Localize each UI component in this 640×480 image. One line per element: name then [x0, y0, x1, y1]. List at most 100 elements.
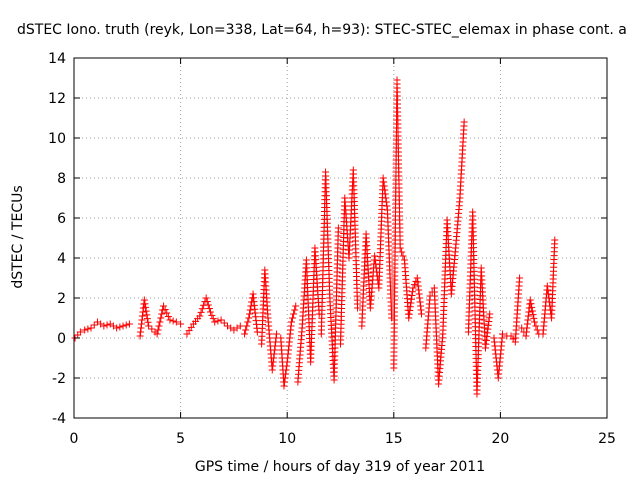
data-point-trace [158, 310, 166, 318]
data-point-trace [281, 374, 289, 382]
data-point [87, 324, 95, 332]
data-point-trace [198, 305, 206, 313]
y-tick-label: 2 [57, 291, 66, 307]
data-point-trace [298, 328, 306, 336]
x-tick-label: 25 [598, 431, 616, 447]
data-point [241, 330, 249, 338]
data-point-trace [154, 326, 162, 334]
data-point [166, 316, 174, 324]
data-point-trace [408, 292, 416, 299]
data-point-trace [205, 305, 213, 312]
x-tick-label: 20 [491, 431, 509, 447]
data-point-trace [169, 317, 177, 325]
data-point-trace [220, 319, 228, 327]
data-point-trace [244, 318, 252, 326]
data-point-trace [406, 303, 414, 311]
data-point-trace [291, 306, 299, 314]
data-point-trace [157, 314, 165, 322]
data-point-trace [227, 324, 235, 332]
data-point [172, 318, 180, 326]
data-point-trace [405, 310, 413, 318]
data-point [119, 322, 127, 330]
data-point-trace [383, 202, 391, 210]
data-point-trace [161, 306, 169, 313]
y-tick-label: 0 [57, 331, 66, 347]
data-point-trace [282, 366, 290, 374]
data-point-trace [398, 248, 406, 256]
data-point-trace [143, 315, 151, 323]
data-point-trace [382, 194, 390, 202]
data-point-trace [163, 309, 171, 317]
data-point-trace [187, 323, 195, 331]
data-point-trace [208, 311, 216, 319]
data-point-trace [528, 307, 536, 315]
y-tick-label: 4 [57, 251, 66, 267]
data-point-trace [326, 290, 334, 298]
chart-title: dSTEC Iono. truth (reyk, Lon=338, Lat=64… [17, 22, 627, 38]
data-point-trace [203, 298, 211, 305]
data-point-trace [381, 186, 389, 194]
data-point-trace [264, 310, 272, 318]
y-tick-label: 6 [57, 211, 66, 227]
data-point-trace [204, 301, 212, 309]
data-point-trace [282, 370, 290, 378]
y-tick-label: -4 [52, 411, 66, 427]
data-point-trace [74, 331, 82, 339]
y-tick-label: 8 [57, 171, 66, 187]
data-point [160, 302, 168, 310]
data-point-trace [103, 321, 111, 329]
data-point-trace [399, 252, 407, 260]
data-point-trace [460, 122, 468, 130]
data-point-trace [439, 334, 447, 342]
data-point-trace [116, 323, 124, 331]
data-point-trace [209, 315, 217, 323]
data-point-trace [109, 322, 117, 330]
data-point-trace [515, 278, 523, 286]
x-axis-label: GPS time / hours of day 319 of year 2011 [195, 459, 485, 475]
data-point-trace [97, 320, 105, 328]
data-point-trace [290, 310, 298, 318]
data-point-trace [144, 318, 152, 326]
data-point [211, 318, 219, 326]
data-point-trace [246, 310, 254, 318]
data-point-trace [142, 303, 150, 311]
x-tick-label: 10 [278, 431, 296, 447]
data-point-trace [551, 240, 559, 248]
data-point-trace [243, 322, 251, 330]
data-point [292, 302, 300, 310]
data-point [153, 330, 161, 338]
x-tick-label: 0 [70, 431, 79, 447]
data-point-trace [544, 290, 552, 298]
y-tick-label: 10 [48, 131, 66, 147]
data-point [202, 294, 210, 302]
data-point-trace [528, 303, 536, 311]
data-point-trace [289, 314, 297, 322]
data-point-trace [456, 198, 464, 206]
data-point-trace [156, 318, 164, 326]
data-point-trace [197, 308, 205, 316]
data-point-trace [142, 307, 150, 315]
data-point-trace [382, 198, 390, 206]
data-point-trace [242, 326, 250, 334]
data-point [125, 320, 133, 328]
data-point [206, 308, 214, 316]
data-point-trace [122, 321, 130, 329]
data-point-trace [407, 295, 415, 303]
grid [74, 58, 607, 418]
data-point-trace [451, 248, 459, 256]
data-point-trace [407, 299, 415, 307]
data-point-trace [334, 228, 342, 236]
y-axis-label: dSTEC / TECUs [10, 185, 26, 288]
data-point-trace [533, 326, 541, 334]
data-point-trace [287, 322, 295, 330]
data-point-trace [498, 334, 506, 342]
data-point-trace [408, 288, 416, 296]
data-point-trace [353, 300, 361, 308]
data-point-trace [396, 240, 404, 248]
data-point [531, 318, 539, 326]
data-point-trace [380, 178, 388, 186]
data-point [177, 320, 185, 328]
data-point-trace [530, 314, 538, 322]
data-point-trace [527, 300, 535, 308]
data-point-trace [532, 322, 540, 330]
